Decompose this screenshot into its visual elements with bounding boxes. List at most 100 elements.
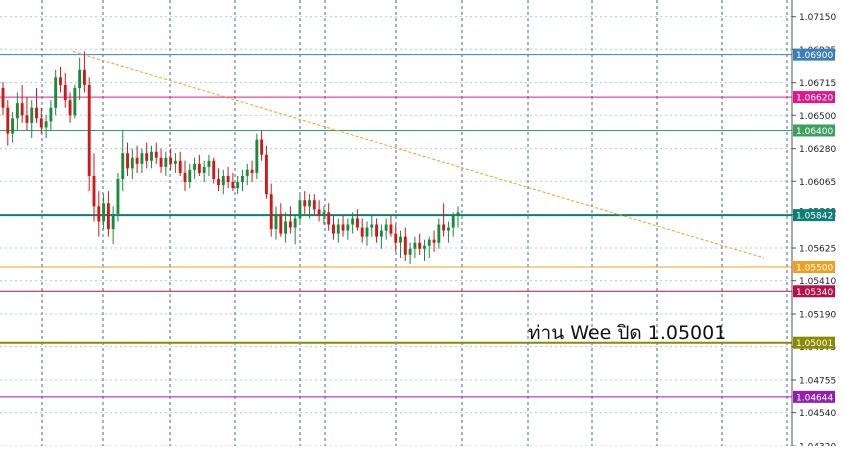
price-level-tag — [793, 390, 835, 403]
candle — [365, 221, 369, 246]
price-level-label: 1.05340 — [796, 288, 833, 298]
candle — [274, 206, 278, 240]
candle-body — [97, 206, 101, 222]
candle-body — [159, 157, 163, 167]
candle — [20, 84, 24, 123]
candle — [245, 163, 249, 186]
candle — [92, 153, 96, 222]
candle-body — [183, 172, 187, 183]
candle-body — [221, 175, 225, 186]
candles-layer — [1, 51, 460, 264]
candle-body — [293, 218, 297, 228]
candle-body — [312, 200, 316, 210]
chart-annotation: ท่าน Wee ปิด 1.05001 — [528, 322, 727, 344]
candle — [111, 206, 115, 245]
candle — [413, 236, 417, 258]
candle — [418, 233, 422, 255]
candle — [135, 145, 139, 173]
candle — [183, 160, 187, 192]
candle-body — [102, 203, 106, 222]
candle-body — [116, 179, 120, 214]
candle — [221, 169, 225, 195]
candle — [217, 168, 220, 192]
candle-body — [399, 236, 402, 243]
candle — [82, 51, 86, 93]
candle — [375, 218, 379, 243]
candle-body — [1, 87, 5, 108]
candle-body — [351, 218, 355, 225]
candle — [6, 100, 10, 146]
candle-body — [370, 224, 374, 228]
price-level-label: 1.06400 — [796, 127, 833, 137]
candle-body — [231, 182, 235, 189]
candle — [446, 221, 450, 243]
candle — [30, 100, 34, 139]
price-level-tag — [793, 91, 835, 104]
candle-body — [20, 103, 24, 116]
candle-body — [274, 213, 278, 230]
candle — [437, 218, 441, 249]
candle-body — [456, 212, 460, 216]
candle — [360, 218, 364, 243]
candle-body — [212, 160, 216, 180]
candle-body — [332, 224, 335, 234]
candle — [15, 92, 19, 131]
candle — [116, 172, 120, 222]
price-level-tag — [793, 48, 835, 61]
candle-body — [408, 248, 412, 255]
candle — [322, 206, 326, 225]
candle-body — [303, 200, 307, 207]
candle — [260, 130, 264, 161]
candle-body — [365, 227, 369, 237]
candle — [241, 169, 244, 192]
price-level-tag — [793, 124, 835, 137]
candle — [68, 92, 72, 123]
candle — [78, 57, 82, 101]
candle-body — [63, 84, 67, 101]
price-axis: 1.071501.069351.067151.065001.062801.060… — [791, 0, 844, 451]
price-level-tag — [793, 260, 835, 273]
candle-body — [355, 218, 359, 228]
candle — [327, 203, 331, 231]
candle-body — [30, 107, 34, 123]
candle-body — [73, 87, 77, 116]
candle-body — [188, 169, 192, 183]
price-level-label: 1.06620 — [796, 94, 833, 104]
candle-body — [130, 157, 134, 169]
candle-body — [260, 139, 264, 155]
candle — [212, 157, 216, 184]
candle — [394, 224, 398, 252]
candle-body — [322, 212, 326, 216]
candle — [303, 191, 307, 214]
candle — [403, 227, 407, 261]
candle — [346, 218, 350, 240]
candle-body — [264, 154, 268, 195]
price-level-label: 1.06900 — [796, 51, 833, 61]
y-tick-label: 1.05410 — [799, 277, 836, 287]
candle — [284, 212, 288, 243]
candle — [44, 115, 48, 139]
candle — [336, 218, 340, 243]
candle — [159, 148, 163, 173]
candle-body — [255, 139, 259, 173]
candle — [35, 87, 38, 123]
candle — [121, 130, 125, 192]
candle-body — [140, 153, 144, 164]
candle — [97, 191, 101, 237]
candle — [442, 203, 446, 237]
candle-body — [226, 175, 230, 183]
candle-body — [284, 221, 288, 234]
y-tick-label: 1.07150 — [799, 13, 836, 23]
candle-body — [126, 153, 129, 169]
candle — [231, 172, 235, 192]
candle-body — [437, 224, 441, 243]
candle — [188, 163, 192, 189]
candle-body — [236, 182, 240, 189]
candle-body — [207, 160, 211, 167]
candle-body — [427, 239, 431, 246]
y-tick-label: 1.04540 — [799, 409, 836, 419]
candle-body — [394, 233, 398, 243]
candle — [269, 183, 273, 237]
candle-body — [217, 179, 220, 186]
